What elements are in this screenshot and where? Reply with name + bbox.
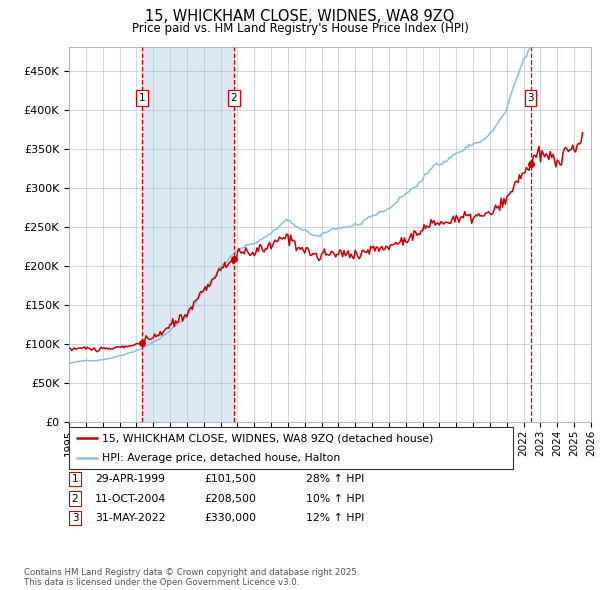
Text: HPI: Average price, detached house, Halton: HPI: Average price, detached house, Halt… — [102, 453, 341, 463]
Text: Price paid vs. HM Land Registry's House Price Index (HPI): Price paid vs. HM Land Registry's House … — [131, 22, 469, 35]
Text: 3: 3 — [71, 513, 79, 523]
Text: 28% ↑ HPI: 28% ↑ HPI — [306, 474, 364, 484]
Text: 2: 2 — [230, 93, 237, 103]
Text: 10% ↑ HPI: 10% ↑ HPI — [306, 494, 365, 503]
Text: 1: 1 — [139, 93, 145, 103]
Text: 15, WHICKHAM CLOSE, WIDNES, WA8 9ZQ: 15, WHICKHAM CLOSE, WIDNES, WA8 9ZQ — [145, 9, 455, 24]
Text: £101,500: £101,500 — [204, 474, 256, 484]
Text: 31-MAY-2022: 31-MAY-2022 — [95, 513, 166, 523]
Text: 3: 3 — [527, 93, 534, 103]
Text: 2: 2 — [71, 494, 79, 503]
Text: £330,000: £330,000 — [204, 513, 256, 523]
Bar — [142, 47, 233, 422]
Text: 11-OCT-2004: 11-OCT-2004 — [95, 494, 166, 503]
Text: Contains HM Land Registry data © Crown copyright and database right 2025.
This d: Contains HM Land Registry data © Crown c… — [24, 568, 359, 587]
Text: 1: 1 — [71, 474, 79, 484]
Text: 15, WHICKHAM CLOSE, WIDNES, WA8 9ZQ (detached house): 15, WHICKHAM CLOSE, WIDNES, WA8 9ZQ (det… — [102, 434, 434, 444]
Text: £208,500: £208,500 — [204, 494, 256, 503]
Text: 12% ↑ HPI: 12% ↑ HPI — [306, 513, 364, 523]
Text: 29-APR-1999: 29-APR-1999 — [95, 474, 165, 484]
